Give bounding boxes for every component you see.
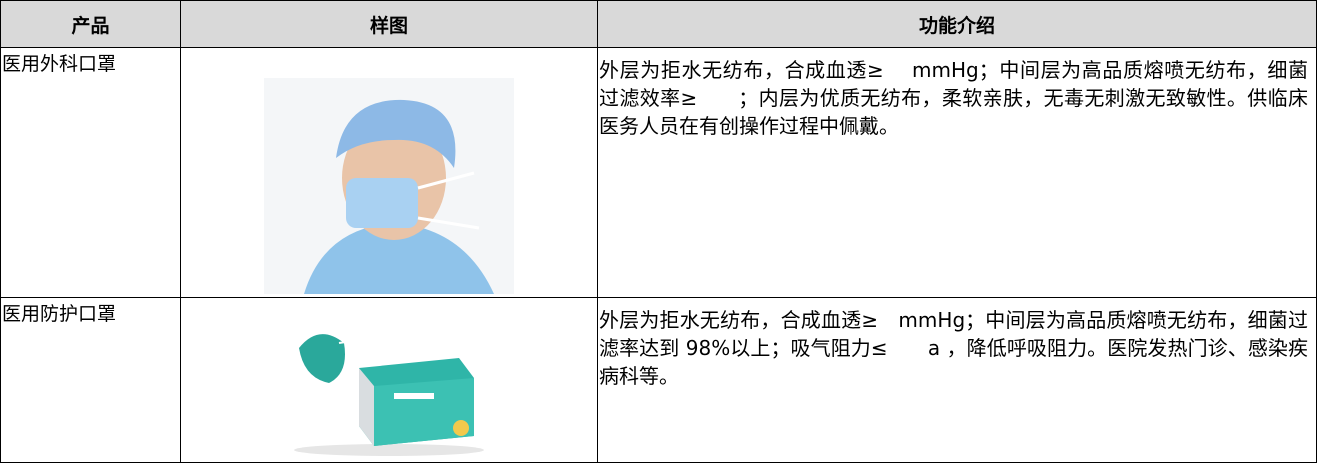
header-cell: 产品 <box>0 0 181 48</box>
header-cell: 样图 <box>180 0 598 48</box>
product-description: 外层为拒水无纺布，合成血透≥ mmHg；中间层为高品质熔喷无纺布，细菌过滤效率≥… <box>597 47 1317 298</box>
header-row: 产品 样图 功能介绍 <box>0 0 1317 48</box>
table-row: 医用外科口罩 外层为拒水无纺布，合成血透≥ mmHg；中间层为高品质熔喷无纺布，… <box>0 47 1317 298</box>
product-name: 医用防护口罩 <box>0 297 181 463</box>
table-row: 医用防护口罩 外层为拒水无纺布，合成血透≥ mmHg；中间层为高品质熔喷无纺布，… <box>0 297 1317 463</box>
product-description: 外层为拒水无纺布，合成血透≥ mmHg；中间层为高品质熔喷无纺布，细菌过滤率达到… <box>597 297 1317 463</box>
image-cell <box>180 47 598 298</box>
protective-mask-image <box>294 334 484 456</box>
surgical-mask-image <box>264 78 514 294</box>
header-cell: 功能介绍 <box>597 0 1317 48</box>
product-name: 医用外科口罩 <box>0 47 181 298</box>
image-cell <box>180 297 598 463</box>
